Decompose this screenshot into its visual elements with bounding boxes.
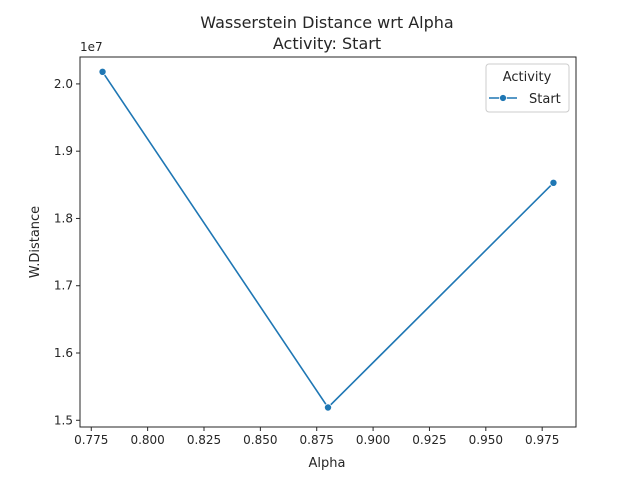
data-point [549,178,558,187]
x-tick-label: 0.825 [187,433,221,447]
x-tick-label: 0.775 [74,433,108,447]
x-tick-label: 0.850 [243,433,277,447]
x-tick-label: 0.900 [356,433,390,447]
x-tick-label: 0.875 [300,433,334,447]
y-offset-label: 1e7 [80,40,103,54]
chart-title-line2: Activity: Start [273,34,381,53]
y-tick-label: 1.8 [54,211,73,225]
plot-frame [79,56,577,428]
legend-title: Activity [503,70,552,85]
data-point [98,67,107,76]
x-tick-label: 0.925 [412,433,446,447]
y-tick-label: 2.0 [54,77,73,91]
data-point [323,403,332,412]
legend-marker-start [499,94,507,102]
legend-box [485,63,570,113]
ticks-layer: 0.775 0.800 0.825 0.850 0.875 0.900 0.925 0.950… [54,77,559,447]
legend-entry-start: Start [529,92,561,107]
chart-title-line1: Wasserstein Distance wrt Alpha [200,13,453,32]
y-axis-label: W.Distance [28,206,43,278]
x-tick-label: 0.800 [130,433,164,447]
y-tick-label: 1.7 [54,279,73,293]
x-axis-label: Alpha [309,456,346,471]
legend: Activity Start [485,63,570,113]
x-tick-label: 0.975 [525,433,559,447]
series-layer [98,67,558,412]
series-line-start [101,71,555,409]
y-tick-label: 1.9 [54,144,73,158]
x-tick-label: 0.950 [469,433,503,447]
y-tick-label: 1.5 [54,413,73,427]
y-tick-label: 1.6 [54,346,73,360]
